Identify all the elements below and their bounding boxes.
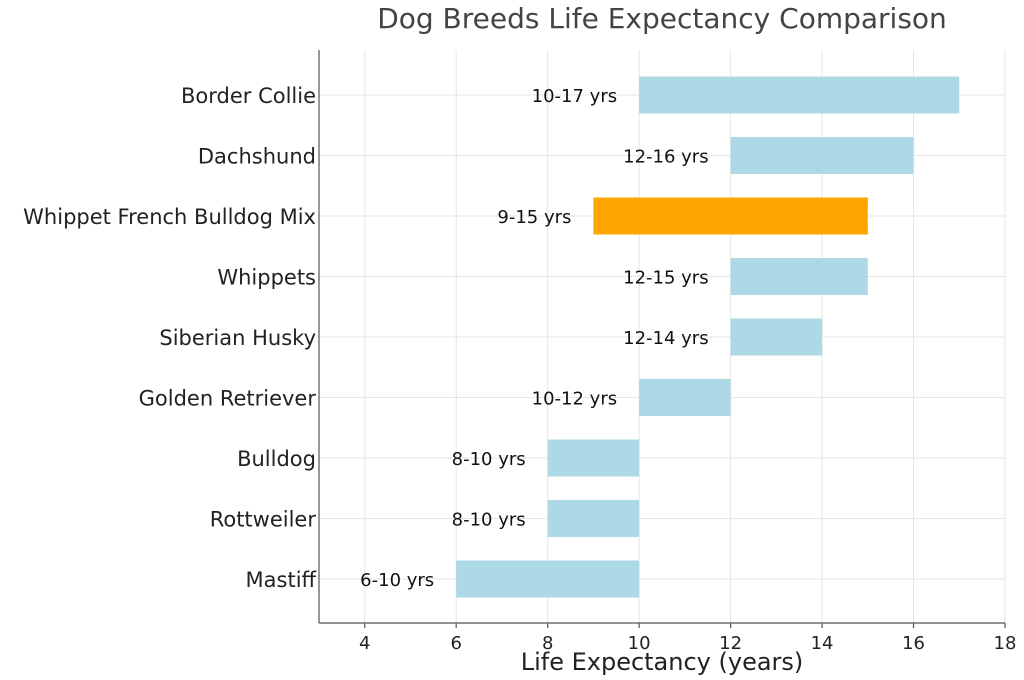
x-tick-label: 6 [450, 633, 461, 654]
range-bar [639, 379, 731, 416]
bar-layer [456, 76, 960, 598]
bar-data-label: 12-15 yrs [623, 268, 708, 289]
category-label: Golden Retriever [139, 387, 317, 411]
category-label: Whippet French Bulldog Mix [23, 205, 316, 229]
bar-data-label: 12-14 yrs [623, 328, 708, 349]
bar-data-label: 8-10 yrs [452, 510, 526, 531]
category-label: Mastiff [246, 568, 317, 592]
range-bar [730, 137, 914, 174]
range-bar [730, 318, 823, 356]
range-bar [547, 500, 640, 537]
x-tick-label: 18 [994, 633, 1017, 654]
bar-data-label: 10-17 yrs [532, 86, 617, 107]
category-label: Dachshund [198, 145, 316, 169]
range-bar [547, 439, 640, 477]
category-label: Whippets [217, 266, 316, 290]
x-tick-label: 8 [542, 633, 553, 654]
x-tick-label: 10 [628, 633, 651, 654]
bar-data-label: 8-10 yrs [452, 449, 526, 470]
bar-data-label: 6-10 yrs [360, 570, 434, 591]
chart-title: Dog Breeds Life Expectancy Comparison [377, 2, 947, 35]
category-label: Rottweiler [210, 508, 317, 532]
range-bar [639, 76, 960, 114]
range-bar-highlight [593, 197, 868, 235]
x-tick-label: 14 [811, 633, 834, 654]
label-layer: 10-17 yrs Border Collie 12-16 yrs Dachshund… [23, 84, 708, 592]
axis-layer: 4 6 8 10 12 14 16 18 [318, 50, 1017, 654]
range-bar [730, 258, 868, 295]
x-axis-label: Life Expectancy (years) [521, 648, 804, 676]
x-tick-label: 16 [902, 633, 925, 654]
bar-data-label: 12-16 yrs [623, 147, 708, 168]
category-label: Bulldog [237, 447, 316, 471]
category-label: Border Collie [181, 84, 316, 108]
x-tick-label: 12 [719, 633, 742, 654]
range-bar [456, 560, 640, 598]
category-label: Siberian Husky [159, 326, 316, 350]
bar-data-label: 9-15 yrs [497, 207, 571, 228]
bar-data-label: 10-12 yrs [532, 389, 617, 410]
x-tick-label: 4 [359, 633, 370, 654]
